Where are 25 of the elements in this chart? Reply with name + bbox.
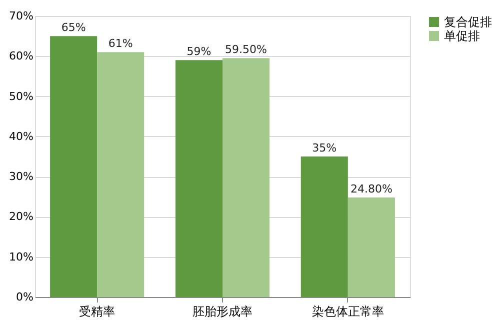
bar <box>222 58 270 297</box>
y-tick-label: 30% <box>9 170 34 184</box>
y-tick-label: 50% <box>9 90 34 103</box>
y-tick-label: 0% <box>16 290 34 304</box>
bar <box>175 60 222 297</box>
data-label: 61% <box>108 37 133 50</box>
y-tick-label: 20% <box>9 210 34 224</box>
y-tick-label: 70% <box>9 10 34 22</box>
x-tick-label: 受精率 <box>79 304 116 318</box>
data-label: 59.50% <box>225 43 267 56</box>
bar <box>300 156 348 297</box>
bar <box>50 36 98 297</box>
bar <box>348 197 395 297</box>
data-label: 59% <box>186 45 212 58</box>
x-tick-label: 胚胎形成率 <box>192 304 252 318</box>
bar <box>97 52 144 297</box>
legend-label: 单促排 <box>444 29 480 43</box>
legend-label: 复合促排 <box>444 15 492 29</box>
y-tick-label: 10% <box>9 250 34 264</box>
y-tick-label: 40% <box>9 130 34 143</box>
data-label: 24.80% <box>350 182 392 196</box>
data-label: 35% <box>312 142 337 154</box>
x-tick-label: 染色体正常率 <box>312 304 384 318</box>
y-tick-label: 60% <box>9 50 34 63</box>
data-label: 65% <box>61 21 86 34</box>
